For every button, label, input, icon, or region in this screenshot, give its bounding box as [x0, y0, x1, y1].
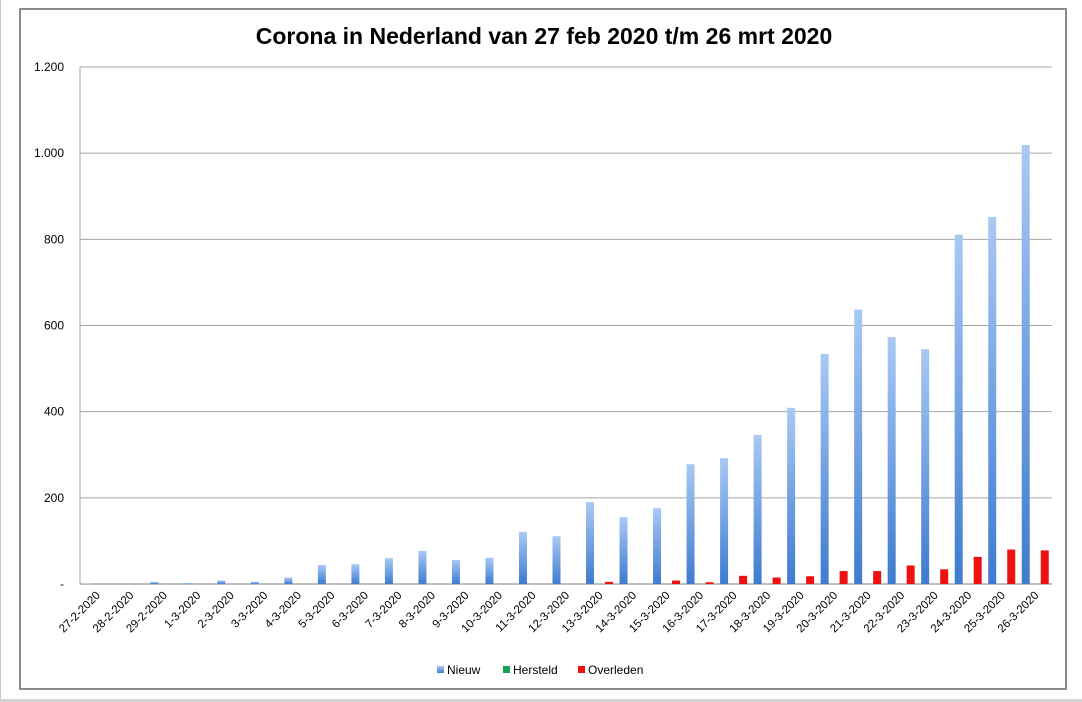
bar-nieuw-13-3-2020: [586, 502, 595, 584]
legend-label-nieuw: Nieuw: [447, 663, 481, 677]
bar-overleden-16-3-2020: [705, 582, 714, 584]
chart-title: Corona in Nederland van 27 feb 2020 t/m …: [256, 23, 833, 49]
legend-swatch-overleden: [578, 666, 585, 673]
legend-label-hersteld: Hersteld: [513, 663, 558, 677]
bar-nieuw-29-2-2020: [150, 581, 159, 584]
bar-nieuw-19-3-2020: [787, 407, 796, 584]
bar-nieuw-4-3-2020: [284, 577, 293, 584]
y-axis-ticks: - 200 400 600 800 1.000 1.200: [34, 60, 64, 591]
y-tick-label: 600: [44, 319, 64, 333]
bar-overleden-15-3-2020: [672, 580, 681, 584]
bar-nieuw-6-3-2020: [351, 564, 360, 584]
bar-nieuw-2-3-2020: [217, 580, 226, 584]
bar-overleden-25-3-2020: [1007, 549, 1016, 584]
legend-swatch-hersteld: [503, 666, 510, 673]
bar-nieuw-24-3-2020: [954, 234, 963, 584]
bars: [83, 144, 1049, 584]
legend: Nieuw Hersteld Overleden: [437, 663, 643, 677]
bar-nieuw-10-3-2020: [485, 557, 494, 584]
bar-nieuw-16-3-2020: [686, 464, 695, 584]
legend-label-overleden: Overleden: [588, 663, 643, 677]
bar-nieuw-22-3-2020: [887, 337, 896, 584]
bar-overleden-19-3-2020: [806, 576, 815, 584]
bar-nieuw-20-3-2020: [820, 353, 829, 584]
bar-nieuw-8-3-2020: [418, 550, 427, 584]
bar-nieuw-9-3-2020: [451, 559, 460, 584]
bar-overleden-18-3-2020: [772, 577, 781, 584]
y-tick-label: 200: [44, 491, 64, 505]
bar-nieuw-1-3-2020: [183, 583, 192, 584]
bar-overleden-13-3-2020: [605, 581, 614, 584]
bar-nieuw-25-3-2020: [988, 216, 997, 584]
bar-overleden-26-3-2020: [1040, 550, 1049, 584]
bar-overleden-24-3-2020: [973, 556, 982, 584]
bar-nieuw-23-3-2020: [921, 349, 930, 584]
bar-nieuw-14-3-2020: [619, 517, 628, 584]
y-tick-label: -: [60, 577, 64, 591]
bar-overleden-23-3-2020: [940, 569, 949, 584]
bar-nieuw-12-3-2020: [552, 536, 561, 584]
bar-nieuw-5-3-2020: [317, 565, 326, 584]
gridlines: [79, 66, 1052, 585]
bar-nieuw-3-3-2020: [250, 581, 259, 584]
window-edge-bottom: [0, 699, 1082, 702]
bar-nieuw-17-3-2020: [720, 458, 729, 584]
bar-nieuw-7-3-2020: [384, 558, 393, 584]
bar-overleden-17-3-2020: [739, 575, 748, 584]
bar-nieuw-18-3-2020: [753, 434, 762, 584]
bar-nieuw-26-3-2020: [1021, 144, 1030, 584]
window-edge-left: [0, 0, 1, 702]
bar-nieuw-21-3-2020: [854, 309, 863, 584]
bar-nieuw-15-3-2020: [653, 508, 662, 584]
legend-swatch-nieuw: [437, 666, 444, 673]
y-tick-label: 800: [44, 232, 64, 246]
y-tick-label: 400: [44, 405, 64, 419]
x-axis-ticks: 27-2-202028-2-202029-2-20201-3-20202-3-2…: [57, 590, 1041, 636]
y-tick-label: 1.200: [34, 60, 64, 74]
bar-overleden-20-3-2020: [839, 571, 848, 584]
bar-overleden-22-3-2020: [906, 565, 915, 584]
bar-nieuw-11-3-2020: [518, 531, 527, 584]
y-tick-label: 1.000: [34, 146, 64, 160]
bar-overleden-21-3-2020: [873, 571, 882, 584]
